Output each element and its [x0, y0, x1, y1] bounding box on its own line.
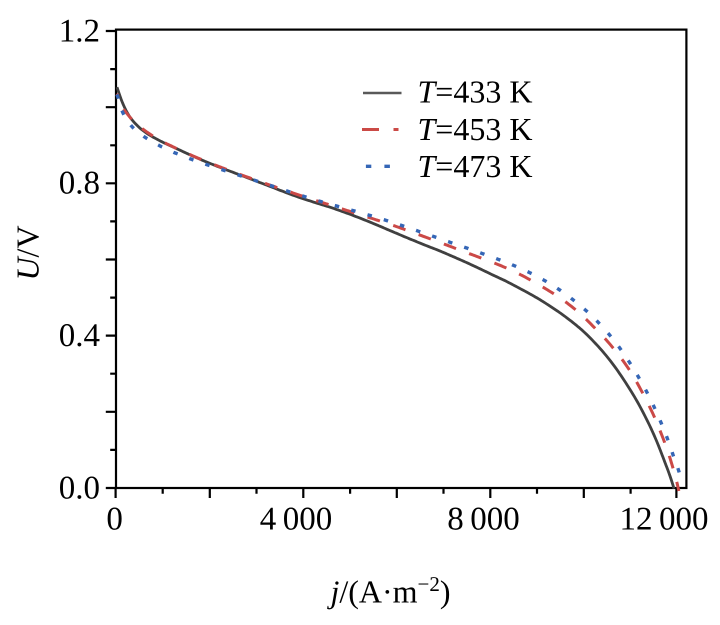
svg-text:12 000: 12 000	[619, 502, 708, 538]
svg-text:1.2: 1.2	[59, 13, 100, 49]
svg-text:0.8: 0.8	[59, 166, 100, 202]
svg-text:0: 0	[106, 502, 123, 538]
svg-text:4 000: 4 000	[260, 502, 333, 538]
svg-text:T=473 K: T=473 K	[418, 148, 533, 184]
svg-text:0.4: 0.4	[59, 318, 100, 354]
svg-text:8 000: 8 000	[447, 502, 520, 538]
svg-text:0.0: 0.0	[59, 470, 100, 506]
svg-text:T=453 K: T=453 K	[418, 111, 533, 147]
svg-text:U/V: U/V	[10, 225, 46, 280]
svg-text:T=433 K: T=433 K	[418, 74, 533, 110]
svg-text:j/(A·m−2): j/(A·m−2)	[326, 572, 450, 610]
